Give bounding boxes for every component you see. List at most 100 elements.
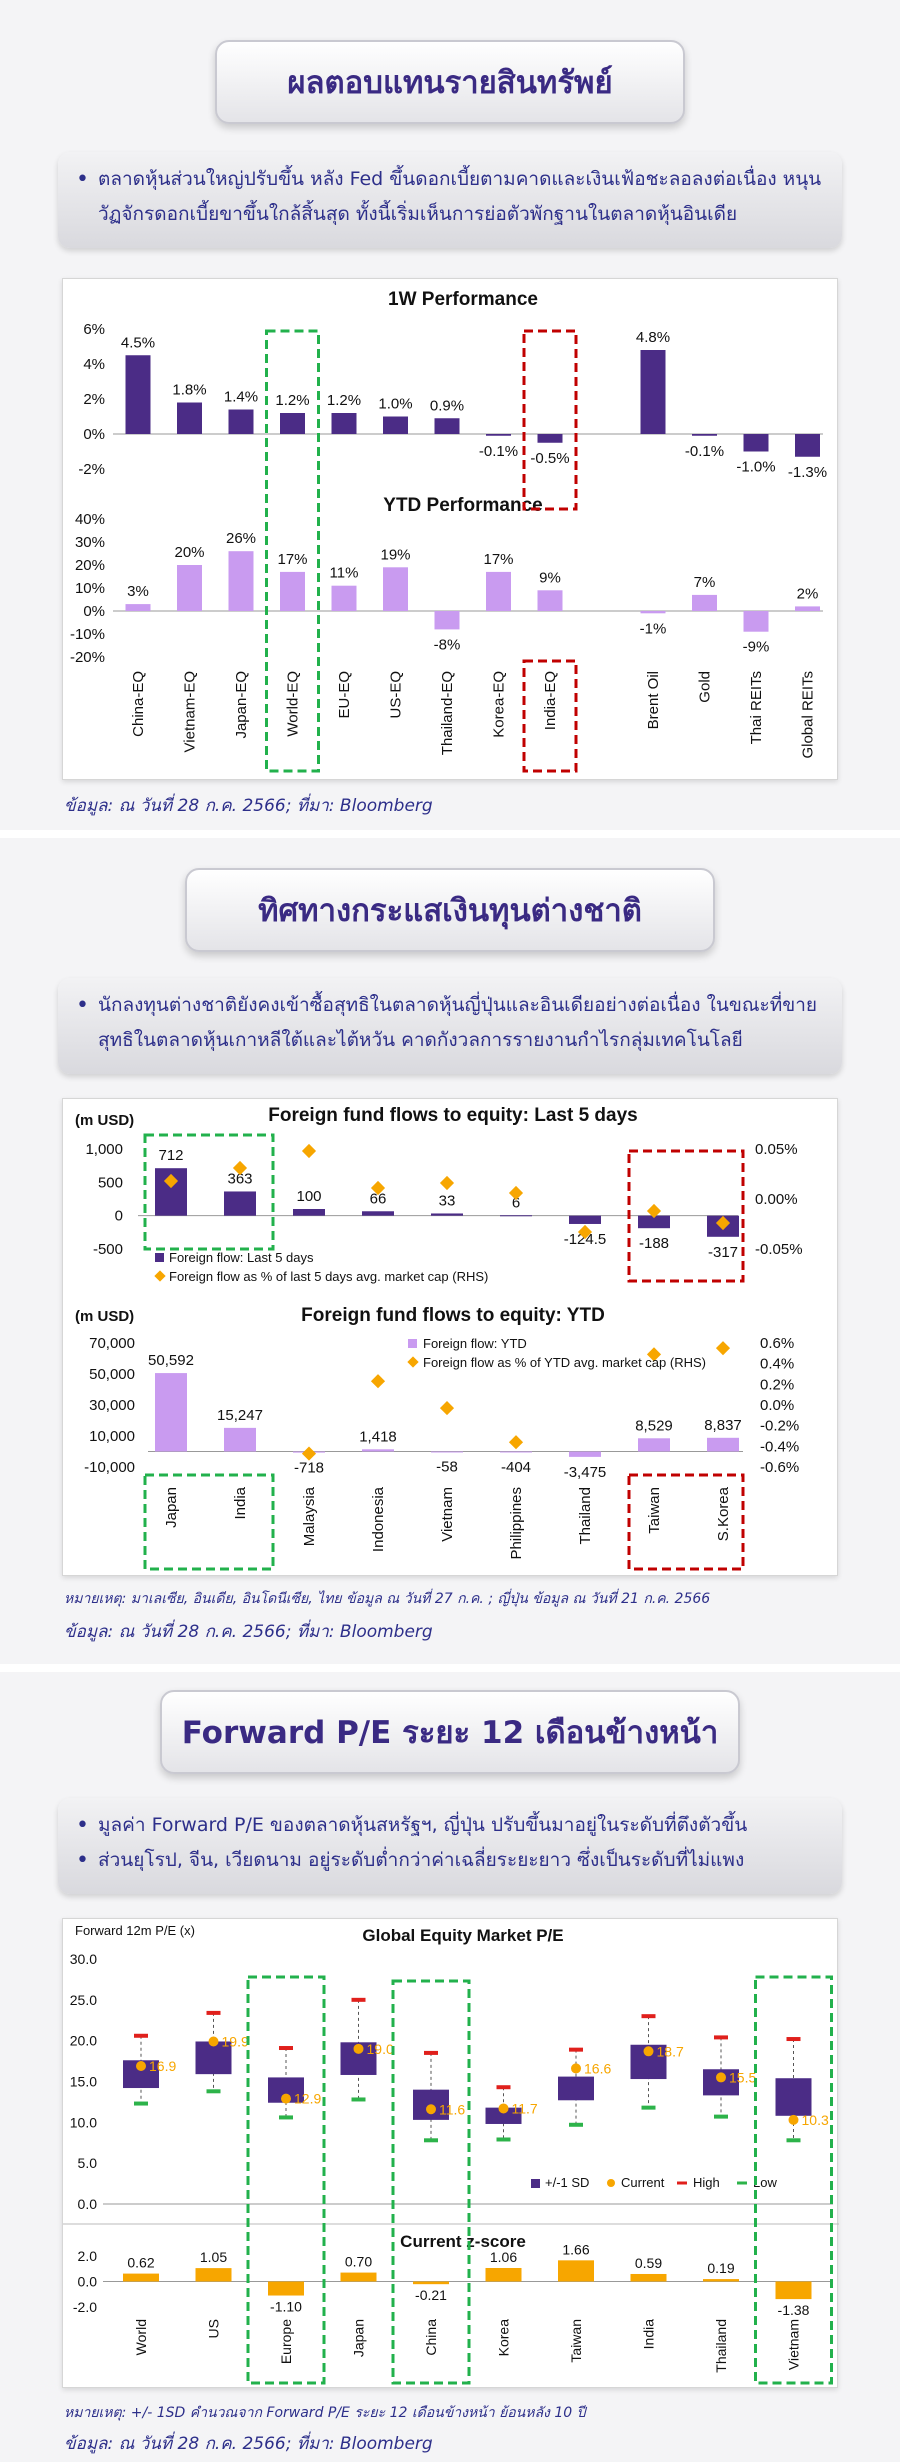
sd-box xyxy=(485,2107,522,2124)
x-category-label: Japan xyxy=(351,2319,367,2357)
bar-ytd xyxy=(743,611,769,632)
current-marker xyxy=(281,2093,291,2104)
bar-flow-5d xyxy=(638,1215,670,1229)
y-tick-label: 0.0 xyxy=(78,2196,98,2212)
y-tick-label: 20% xyxy=(75,557,105,574)
section-3-title: Forward P/E ระยะ 12 เดือนข้างหน้า xyxy=(181,1715,719,1751)
data-label-flow-ytd: -718 xyxy=(294,1460,324,1477)
current-marker xyxy=(716,2072,726,2083)
current-value-label: 19.9 xyxy=(222,2033,249,2049)
x-category-label: Japan xyxy=(163,1487,180,1528)
x-category-label: Korea-EQ xyxy=(491,671,508,738)
x-category-label: Thai REITs xyxy=(748,671,765,744)
data-label-flow-ytd: 8,529 xyxy=(635,1417,673,1434)
x-category-label: US xyxy=(206,2319,222,2338)
y-tick-label: 25.0 xyxy=(70,1992,97,2008)
x-category-label: Europe xyxy=(278,2319,294,2364)
y2-tick-label: -0.2% xyxy=(760,1418,799,1435)
data-label-ytd: 19% xyxy=(380,546,410,563)
legend-label-pct-5d: Foreign flow as % of last 5 days avg. ma… xyxy=(169,1269,488,1284)
x-category-label: Thailand-EQ xyxy=(439,671,456,755)
section-3-source: ข้อมูล: ณ วันที่ 28 ก.ค. 2566; ที่มา: Bl… xyxy=(64,2434,433,2454)
marker-pct-5d xyxy=(439,1175,455,1191)
y-tick-label: 2% xyxy=(83,391,105,408)
bar-flow-ytd xyxy=(155,1373,187,1452)
bullet-item: • ตลาดหุ้นส่วนใหญ่ปรับขึ้น หลัง Fed ขึ้นด… xyxy=(76,162,824,232)
y-tick-label: 30.0 xyxy=(70,1951,97,1967)
data-label-zscore: -1.38 xyxy=(778,2302,810,2318)
data-label-zscore: 0.19 xyxy=(707,2260,734,2276)
sd-box xyxy=(558,2076,594,2101)
legend-label-flow-5d: Foreign flow: Last 5 days xyxy=(169,1250,314,1265)
fund-flow-chart: Foreign fund flows to equity: Last 5 day… xyxy=(75,1105,803,1571)
section-2-bullets: • นักลงทุนต่างชาติยังคงเข้าซื้อสุทธิในตลา… xyxy=(58,978,842,1074)
sd-box xyxy=(775,2078,812,2116)
y-tick-label: 0 xyxy=(115,1208,123,1225)
y-tick-label: 30% xyxy=(75,534,105,551)
x-category-label: S.Korea xyxy=(715,1486,732,1541)
x-category-label: India-EQ xyxy=(542,671,559,730)
highlight-box-india-ytd xyxy=(522,659,578,773)
current-value-label: 10.3 xyxy=(802,2112,829,2128)
highlight-box-taiwan-korea-ytd xyxy=(627,1473,745,1571)
y-axis-label: (m USD) xyxy=(75,1112,134,1129)
current-marker xyxy=(571,2063,581,2074)
current-value-label: 15.5 xyxy=(729,2069,756,2085)
data-label-ytd: -9% xyxy=(743,639,770,656)
data-label-flow-ytd: 8,837 xyxy=(704,1417,742,1434)
data-label-1w: -1.0% xyxy=(736,459,775,476)
data-label-flow-ytd: -58 xyxy=(436,1459,458,1476)
current-value-label: 11.6 xyxy=(439,2101,465,2117)
x-category-label: Korea xyxy=(496,2319,512,2357)
bar-flow-5d xyxy=(500,1215,532,1217)
bar-flow-ytd xyxy=(224,1427,256,1452)
bullet-text: มูลค่า Forward P/E ของตลาดหุ้นสหรัฐฯ, ญี… xyxy=(98,1814,748,1836)
marker-pct-5d xyxy=(163,1173,179,1189)
bar-1w xyxy=(331,413,357,434)
y2-tick-label: 0.00% xyxy=(755,1191,798,1208)
performance-chart-panel: 1W Performance 6% 4% 2% 0% -2% 4.5% 1.8% 1.4% 1.2… xyxy=(62,278,838,780)
data-label-flow-ytd: -404 xyxy=(501,1459,531,1476)
bar-ytd xyxy=(795,606,820,611)
bullet-text: ตลาดหุ้นส่วนใหญ่ปรับขึ้น หลัง Fed ขึ้นดอ… xyxy=(98,168,822,225)
chart-title-pe: Global Equity Market P/E xyxy=(362,1926,563,1945)
section-3-note: หมายเหตุ: +/- 1SD คำนวณจาก Forward P/E ร… xyxy=(64,2405,586,2421)
x-category-label: Philippines xyxy=(508,1487,525,1560)
bar-flow-ytd xyxy=(431,1451,463,1453)
current-marker xyxy=(208,2036,219,2047)
bar-1w xyxy=(228,409,254,434)
current-marker xyxy=(353,2043,364,2054)
bar-1w xyxy=(692,434,717,436)
x-category-label: India xyxy=(232,1486,249,1519)
current-value-label: 18.7 xyxy=(657,2043,684,2059)
bar-1w xyxy=(537,434,563,443)
y-tick-label: -500 xyxy=(93,1241,123,1258)
data-label-zscore: 0.59 xyxy=(635,2255,662,2271)
bar-zscore xyxy=(268,2281,304,2296)
highlight-box-vietnam xyxy=(754,1975,833,2385)
data-label-flow-ytd: 1,418 xyxy=(359,1428,397,1445)
data-label-zscore: -1.10 xyxy=(270,2299,302,2315)
performance-chart: 1W Performance 6% 4% 2% 0% -2% 4.5% 1.8% 1.4% 1.2… xyxy=(70,289,827,773)
bar-flow-ytd xyxy=(569,1451,601,1457)
bar-zscore xyxy=(558,2260,594,2282)
current-marker xyxy=(136,2060,146,2071)
marker-pct-5d xyxy=(370,1180,386,1196)
chart-title-flow-ytd: Foreign fund flows to equity: YTD xyxy=(301,1305,605,1326)
section-2-title: ทิศทางกระแสเงินทุนต่างชาติ xyxy=(258,893,642,929)
y-tick-label: -20% xyxy=(70,649,105,666)
x-category-label: World-EQ xyxy=(285,671,302,737)
x-category-label: Brent Oil xyxy=(645,671,662,729)
current-marker xyxy=(426,2104,436,2115)
bar-ytd xyxy=(537,590,563,611)
x-category-label: India xyxy=(641,2319,657,2350)
legend-swatch-pct-5d xyxy=(154,1270,166,1282)
data-label-flow-5d: -317 xyxy=(708,1244,738,1261)
x-category-label: EU-EQ xyxy=(336,671,353,719)
bar-flow-5d xyxy=(293,1209,325,1216)
y-tick-label: 10.0 xyxy=(70,2114,97,2130)
legend-swatch-flow-ytd xyxy=(408,1339,417,1348)
y-tick-label: 10% xyxy=(75,580,105,597)
data-label-1w: 1.0% xyxy=(378,396,412,413)
data-label-ytd: 26% xyxy=(226,530,256,547)
